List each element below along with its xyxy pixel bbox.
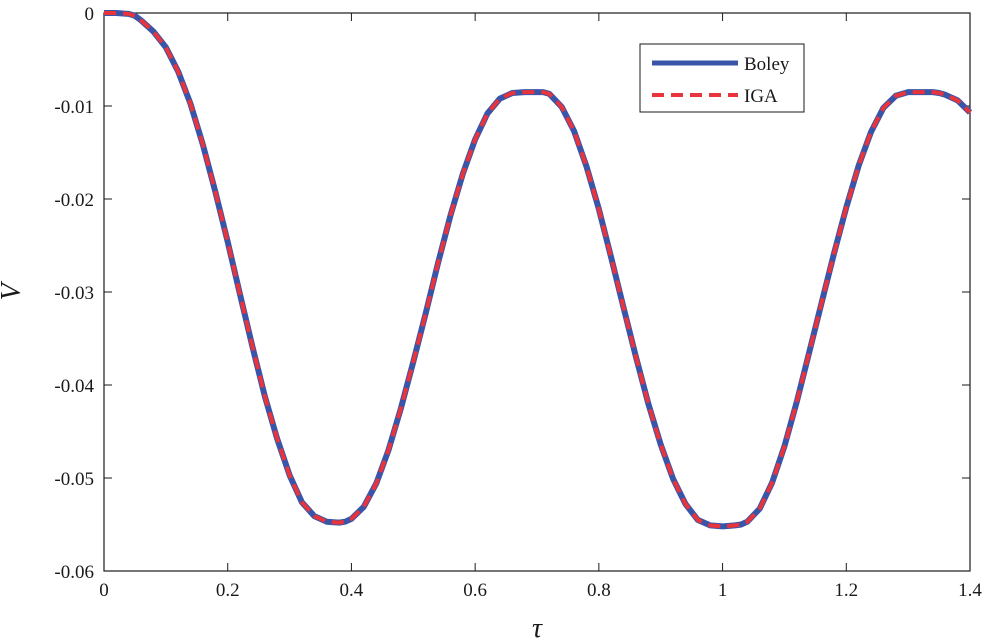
y-axis-label: V	[0, 281, 27, 301]
y-tick-label: -0.04	[54, 376, 94, 397]
legend: Boley IGA	[639, 43, 805, 113]
x-tick-label: 0.4	[340, 580, 364, 601]
x-tick-label: 0	[99, 580, 109, 601]
series-group	[104, 10, 973, 530]
x-tick-label: 1.4	[958, 580, 982, 601]
x-tick-label: 0.2	[216, 580, 240, 601]
x-tick-label: 1.2	[834, 580, 858, 601]
y-tick-label: -0.06	[54, 562, 94, 583]
x-tick-label: 1	[718, 580, 728, 601]
y-tick-label: -0.02	[54, 190, 94, 211]
x-axis-label: τ	[532, 613, 543, 642]
y-tick-label: -0.01	[54, 97, 94, 118]
series-line-iga	[104, 11, 972, 529]
y-tick-label: 0	[85, 4, 95, 25]
legend-label-boley: Boley	[744, 54, 790, 75]
x-axis-ticks: 0 0.2 0.4 0.6 0.8 1 1.2 1.4	[99, 13, 982, 601]
legend-box	[639, 43, 805, 113]
y-tick-label: -0.05	[54, 469, 94, 490]
x-tick-label: 0.6	[463, 580, 487, 601]
x-tick-label: 0.8	[587, 580, 611, 601]
legend-label-iga: IGA	[744, 86, 778, 107]
plot-area	[103, 12, 971, 572]
y-tick-label: -0.03	[54, 283, 94, 304]
y-axis-ticks: 0 -0.01 -0.02 -0.03 -0.04 -0.05 -0.06	[54, 4, 970, 583]
